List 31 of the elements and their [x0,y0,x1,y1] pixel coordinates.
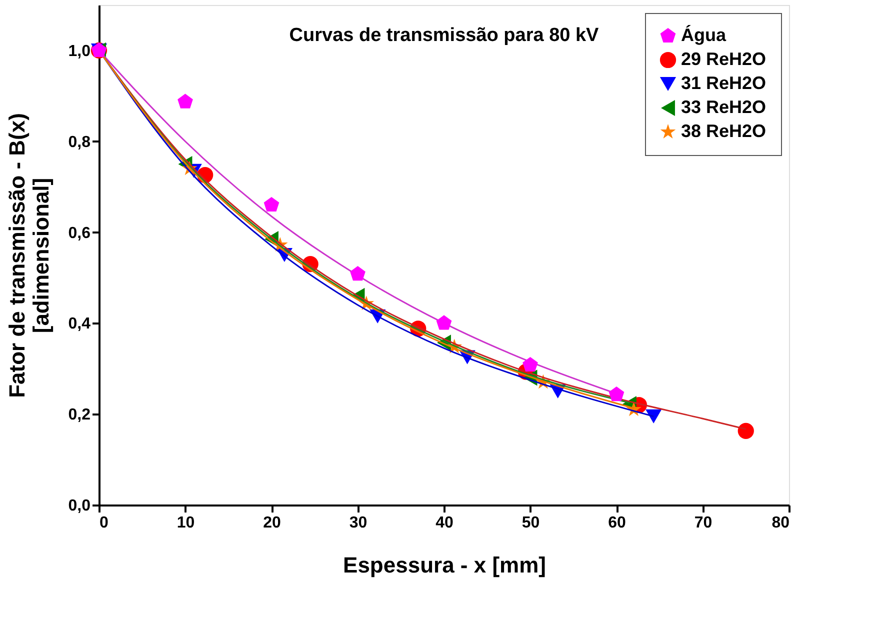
x-tick-label: 0 [100,514,108,532]
legend-label: 38 ReH2O [681,121,766,141]
x-tick-label: 60 [608,514,626,532]
y-tick-label: 0,0 [68,498,91,514]
point [608,386,624,402]
x-tick-label: 30 [349,514,368,532]
text: Curvas de transmissão para 80 kV [289,25,600,46]
point [178,94,193,108]
legend-label: 31 ReH2O [681,73,766,93]
x-tick-label: 40 [436,514,454,532]
y-tick-label: 1,0 [68,42,91,60]
legend-label: 33 ReH2O [681,97,766,117]
point [522,356,538,372]
legend-label: 29 ReH2O [681,49,766,69]
x-tick-label: 20 [263,514,281,532]
x-tick-label: 70 [694,514,712,532]
y-tick-label: 0,8 [68,134,91,151]
y-axis-title: Fator de transmissão - B(x) [adimensional] [4,113,54,398]
point [264,196,280,212]
point [646,409,662,424]
x-axis-title: Espessura - x [mm] [343,552,546,578]
point [436,315,452,330]
point [350,266,366,281]
x-tick-label: 10 [176,514,195,532]
y-tick-label: 0,6 [68,224,91,242]
x-tick-label: 80 [772,514,790,532]
point [738,422,754,439]
x-tick-label: 50 [522,514,540,532]
legend-label: Água [681,25,727,45]
y-tick-label: 0,4 [68,316,91,333]
y-tick-label: 0,2 [68,406,91,424]
